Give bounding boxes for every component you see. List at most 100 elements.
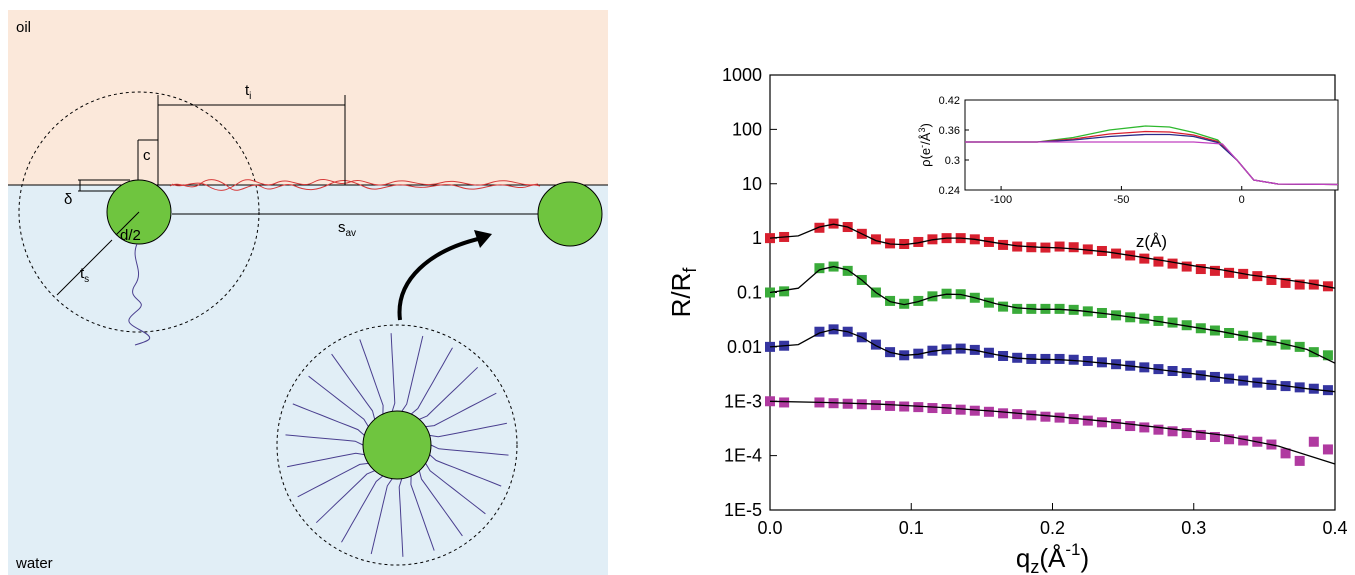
data-point (1195, 264, 1206, 275)
density-inset: -100 -50 0 0.24 0.3 0.36 0.42 z(Å) ρ(e-/Å3) (917, 95, 1339, 251)
data-point (1322, 385, 1333, 396)
brush-chain (398, 478, 404, 557)
data-point (870, 339, 881, 350)
reflectivity-chart: 0.0 0.1 0.2 0.3 0.4 1E-5 1E-4 1E-3 0.01 0.1 1 10 100… (666, 65, 1348, 575)
data-point (1153, 256, 1164, 267)
brush-chain (429, 422, 507, 438)
data-point (1252, 332, 1263, 343)
data-point (779, 397, 790, 408)
y-tick-label: 0.01 (727, 337, 762, 357)
data-point (1153, 424, 1164, 435)
x-tick-label: 0.3 (1181, 518, 1206, 538)
data-point (1167, 426, 1178, 437)
brush-chain (410, 347, 453, 415)
data-point (1294, 279, 1305, 290)
data-point (765, 396, 775, 407)
data-point (814, 263, 825, 274)
data-point (955, 404, 966, 415)
brush-chain (410, 475, 435, 551)
t-s-arrow (56, 239, 113, 296)
data-point (1125, 421, 1136, 432)
brush-chain (390, 333, 396, 412)
particle-right (537, 181, 603, 247)
data-point (1096, 357, 1107, 368)
inset-x-tick-label: 0 (1239, 194, 1245, 206)
water-label: water (15, 555, 53, 572)
delta-label: δ (64, 191, 72, 208)
brush-chain (425, 463, 486, 515)
brush-chain (292, 403, 365, 436)
y-tick-label: 1E-4 (724, 446, 762, 466)
corona-circle-large (276, 324, 518, 566)
data-point (1082, 244, 1093, 255)
data-point (1195, 429, 1206, 440)
data-point (1139, 422, 1150, 433)
data-point (1308, 383, 1319, 394)
data-point (1308, 436, 1319, 447)
fit-line (769, 223, 1336, 289)
data-point (1266, 274, 1277, 285)
data-point (1082, 355, 1093, 366)
interface-polymer-red-2 (171, 178, 539, 191)
data-point (765, 233, 775, 244)
data-point (870, 234, 881, 245)
brush-chain (359, 339, 384, 415)
data-point (1026, 410, 1037, 421)
data-point (998, 408, 1009, 419)
data-point (1040, 411, 1051, 422)
data-point (870, 400, 881, 411)
y-tick-label: 0.1 (737, 283, 762, 303)
polymer-brush (285, 333, 509, 557)
particle-polymer-tail (128, 243, 150, 346)
data-point (814, 222, 825, 233)
data-point (1068, 414, 1079, 425)
fit-line (769, 265, 1336, 364)
data-point (1209, 432, 1220, 443)
c-label: c (143, 147, 151, 164)
data-point (1224, 434, 1235, 445)
data-point (1096, 417, 1107, 428)
inset-frame (964, 99, 1339, 191)
d-half-arrow (115, 211, 140, 236)
interface-schematic: oil water ti c δ d/2 sav ts (8, 10, 608, 575)
data-point (1322, 444, 1333, 455)
inset-x-tick-label: -100 (990, 194, 1012, 206)
data-point (1238, 435, 1249, 446)
data-point (913, 402, 924, 413)
data-point (983, 297, 994, 308)
data-point (1181, 261, 1192, 272)
series-0 (765, 218, 1336, 292)
curved-arrow-head (474, 230, 492, 248)
data-point (969, 405, 980, 416)
brush-chain (341, 475, 384, 543)
fit-line (769, 328, 1336, 393)
data-point (1294, 455, 1305, 466)
data-point (1082, 415, 1093, 426)
data-point (1181, 320, 1192, 331)
inset-x-tick-label: -50 (1113, 194, 1129, 206)
inset-y-label: ρ(e-/Å3) (917, 123, 933, 167)
data-point (1167, 258, 1178, 269)
brush-chain (315, 470, 375, 524)
brush-chain (297, 462, 369, 498)
data-point (1068, 242, 1079, 253)
brush-chain (308, 375, 369, 427)
brush-chain (370, 478, 393, 555)
data-point (1280, 448, 1291, 459)
data-point (1111, 419, 1122, 430)
brush-chain (430, 444, 509, 456)
data-point (1068, 354, 1079, 365)
data-point (1280, 277, 1291, 288)
data-point (1294, 341, 1305, 352)
main-plot: 0.0 0.1 0.2 0.3 0.4 1E-5 1E-4 1E-3 0.01 0.1 1 10 100… (666, 65, 1348, 575)
x-tick-label: 0.4 (1322, 518, 1347, 538)
d-half-label: d/2 (120, 227, 141, 244)
data-point (899, 401, 910, 412)
data-point (1139, 253, 1150, 264)
inset-y-tick-label: 0.42 (939, 95, 960, 107)
brush-chain (419, 366, 479, 420)
y-tick-label: 1 (752, 228, 762, 248)
particle-large (362, 410, 432, 480)
curved-arrow (397, 236, 483, 321)
brush-chain (287, 452, 365, 468)
